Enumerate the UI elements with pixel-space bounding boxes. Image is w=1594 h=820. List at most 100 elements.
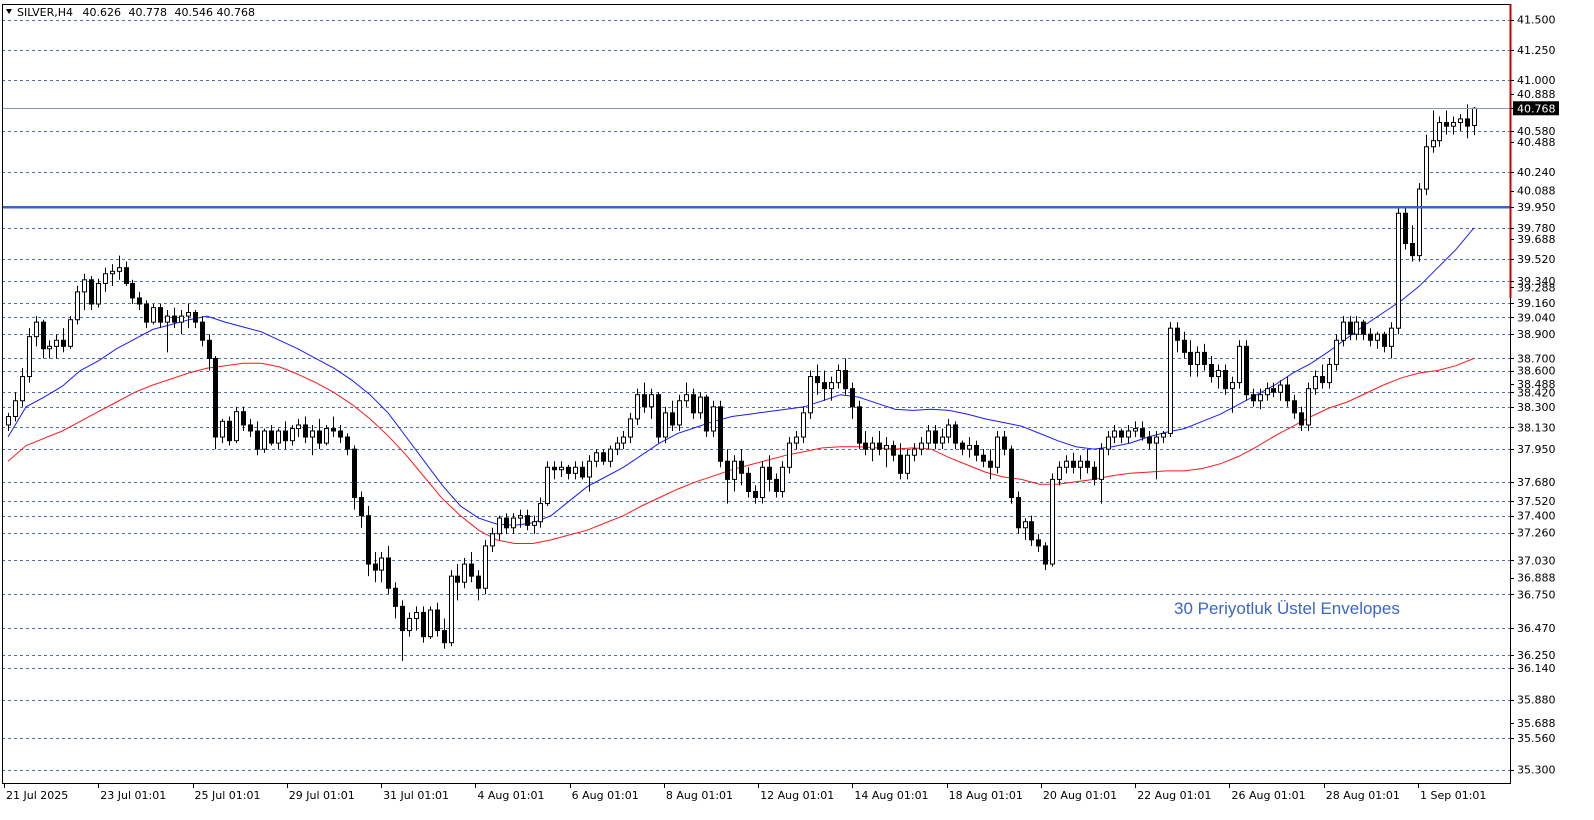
candle (684, 382, 689, 407)
candle (635, 388, 640, 425)
candle-body-bearish (1043, 545, 1048, 565)
time-axis[interactable]: 21 Jul 2025 23 Jul 01:01 25 Jul 01:01 29 Ju… (4, 783, 1487, 802)
candle-body-bearish (421, 611, 426, 638)
candle-body-bearish (1465, 118, 1470, 127)
candle (1099, 443, 1104, 504)
price-label: 36.750 (1517, 588, 1556, 601)
candle (262, 428, 267, 453)
candle (981, 449, 986, 468)
candle-body-bullish (1237, 345, 1242, 384)
candle (1396, 207, 1401, 335)
candle (504, 513, 509, 534)
candle-body-bullish (760, 466, 765, 499)
candle-body-bullish (587, 460, 592, 478)
candle (89, 276, 94, 311)
candle (352, 445, 357, 510)
open-value: 40.626 (83, 6, 122, 19)
candle (1029, 515, 1034, 546)
candle-body-bullish (1341, 321, 1346, 341)
candle-body-bullish (1057, 466, 1062, 480)
candle-body-bearish (248, 424, 253, 432)
candle (1389, 322, 1394, 359)
candle-body-bullish (1161, 432, 1166, 438)
candle-body-bullish (1313, 376, 1318, 390)
candlestick-series (6, 104, 1477, 661)
candle (995, 430, 1000, 474)
price-label: 39.040 (1517, 311, 1556, 324)
candle (1410, 225, 1415, 262)
candle-body-bullish (1354, 321, 1359, 335)
candle (815, 364, 820, 395)
candle (186, 303, 191, 329)
candle (82, 273, 87, 311)
candle-body-bearish (283, 430, 288, 442)
candle-body-bullish (483, 545, 488, 589)
candle-body-bearish (331, 428, 336, 432)
candle-body-bullish (518, 515, 523, 519)
candle (1175, 322, 1180, 353)
candle (1023, 518, 1028, 540)
candle (656, 392, 661, 444)
candle-body-bullish (635, 394, 640, 420)
candle (172, 307, 177, 329)
current-price-badge (1513, 101, 1559, 116)
dropdown-triangle-icon[interactable] (6, 9, 12, 14)
candle (898, 443, 903, 480)
candle-body-bullish (594, 452, 599, 462)
candle-body-bearish (1188, 351, 1193, 365)
candle-body-bearish (1285, 384, 1290, 402)
candle-body-bullish (1265, 388, 1270, 396)
price-label: 39.160 (1517, 297, 1556, 310)
candle (213, 356, 218, 450)
price-label: 41.000 (1517, 74, 1556, 87)
time-label: 31 Jul 01:01 (383, 789, 449, 802)
candle (1465, 104, 1470, 139)
candle (1458, 114, 1463, 132)
candle (1437, 116, 1442, 147)
candle-body-bullish (324, 428, 329, 444)
price-label: 41.500 (1517, 14, 1556, 27)
candle-body-bullish (165, 315, 170, 323)
candle (1258, 388, 1263, 410)
candle-body-bearish (158, 307, 163, 323)
price-label: 40.888 (1517, 88, 1556, 101)
time-label: 18 Aug 01:01 (949, 789, 1023, 802)
candle (144, 300, 149, 329)
candle (919, 437, 924, 456)
candle-body-bullish (532, 521, 537, 526)
candle (725, 449, 730, 504)
candle (1306, 382, 1311, 431)
candle-body-bullish (1099, 448, 1104, 480)
candle-body-bullish (75, 291, 80, 321)
candle (1444, 110, 1449, 135)
candle-body-bullish (967, 445, 972, 450)
candle (926, 424, 931, 450)
candle (1265, 382, 1270, 401)
candle-body-bearish (352, 448, 357, 499)
candle (248, 418, 253, 438)
price-label: 37.260 (1517, 527, 1556, 540)
candle (1244, 340, 1249, 401)
candle (34, 316, 39, 347)
candle (1147, 430, 1152, 450)
candle-body-bearish (863, 442, 868, 450)
price-label: 40.488 (1517, 136, 1556, 149)
candle-body-bullish (1126, 430, 1131, 438)
candle (117, 255, 122, 280)
candle (1126, 424, 1131, 444)
candle-body-bearish (767, 466, 772, 480)
candle-body-bearish (345, 436, 350, 450)
price-label: 40.240 (1517, 166, 1556, 179)
candle-body-bearish (1182, 339, 1187, 353)
candle (393, 582, 398, 619)
candle-body-bullish (151, 307, 156, 323)
candle (649, 388, 654, 419)
candle-body-bullish (1327, 363, 1332, 384)
candle-body-bearish (241, 411, 246, 426)
candle-body-bullish (511, 517, 516, 529)
candle (220, 418, 225, 444)
candle-body-bullish (220, 420, 225, 438)
candle (518, 509, 523, 528)
